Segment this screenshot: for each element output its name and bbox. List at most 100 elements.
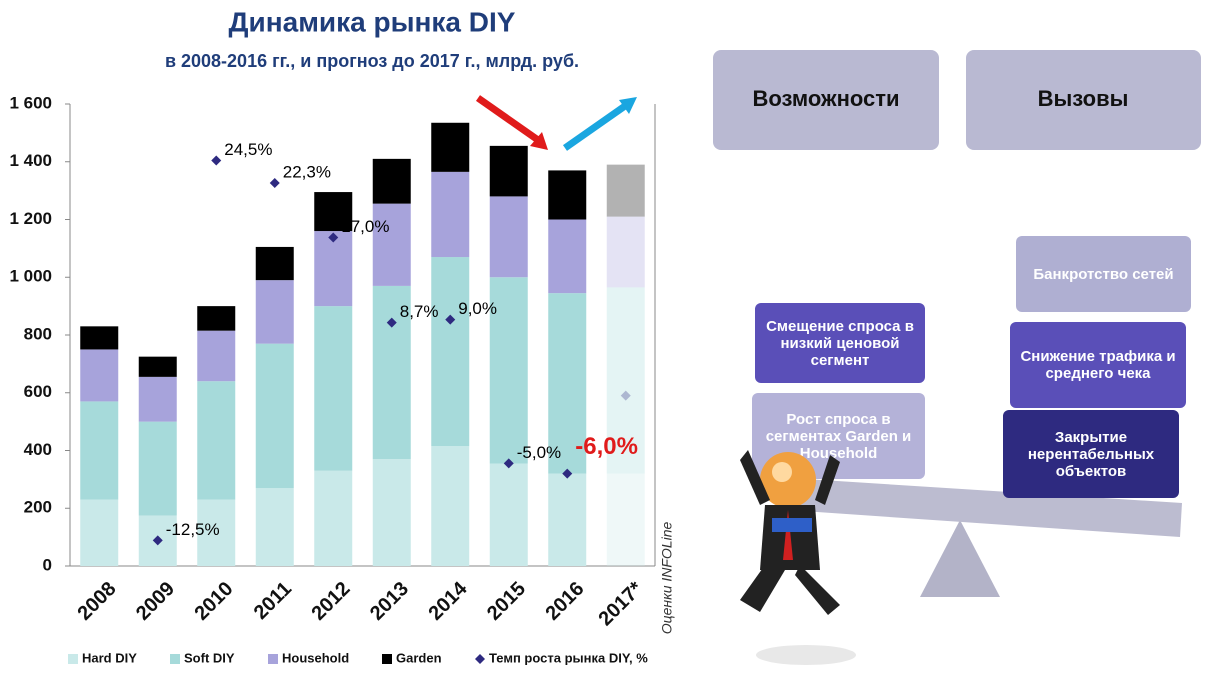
bar-segment <box>489 196 528 278</box>
bar-segment <box>80 326 119 350</box>
y-tick-label: 1 200 <box>9 209 52 228</box>
x-tick-label: 2010 <box>190 578 237 625</box>
trend-arrows <box>475 95 637 151</box>
box-text: Смещение спроса в низкий ценовой сегмент <box>766 317 914 369</box>
bar-segment <box>197 499 236 566</box>
bar-segment <box>197 306 236 331</box>
x-tick-label: 2014 <box>424 577 472 625</box>
y-tick-label: 0 <box>43 555 52 574</box>
bar-segment <box>372 285 411 460</box>
marker <box>211 155 222 166</box>
box-text: Закрытие нерентабельных объектов <box>1027 428 1155 480</box>
bar-segment <box>606 164 645 217</box>
x-tick-label: 2013 <box>366 578 413 625</box>
x-tick-label: 2016 <box>541 578 588 625</box>
bar-segment <box>606 216 645 288</box>
x-tick-label: 2008 <box>73 578 120 625</box>
marker <box>620 390 631 401</box>
challenge-box <box>1010 322 1186 408</box>
marker <box>152 535 163 546</box>
marker <box>328 232 339 243</box>
tab <box>713 50 939 150</box>
y-tick-label: 1 000 <box>9 267 52 286</box>
legend-swatch <box>68 654 78 664</box>
legend-label: Hard DIY <box>82 650 137 665</box>
bar-segment <box>197 381 236 500</box>
bar-segment <box>138 376 177 422</box>
bar-segment <box>255 488 294 566</box>
data-label: -6,0% <box>575 433 638 460</box>
box-text: Рост спроса в сегментах Garden и Househo… <box>765 410 912 462</box>
opportunity-box <box>755 303 925 383</box>
bar-segment <box>431 122 470 172</box>
legend-label: Garden <box>396 650 442 665</box>
bar-segment <box>314 192 353 232</box>
bar-segment <box>548 170 587 220</box>
bar-segment <box>80 349 119 402</box>
data-label: 24,5% <box>224 140 272 159</box>
tab-label: Возможности <box>752 86 899 111</box>
bar-segment <box>314 306 353 471</box>
legend-swatch <box>382 654 392 664</box>
bar-segment <box>489 463 528 566</box>
y-tick-label: 800 <box>24 324 52 343</box>
bar-segment <box>255 280 294 344</box>
bar-segment <box>80 401 119 500</box>
source-note: Оценки INFOLine <box>659 522 675 635</box>
legend-swatch <box>268 654 278 664</box>
bar-segment <box>138 421 177 516</box>
legend-marker <box>475 654 485 664</box>
legend-label: Soft DIY <box>184 650 235 665</box>
x-tick-label: 2015 <box>483 578 530 625</box>
legend-label: Темп роста рынка DIY, % <box>489 650 648 665</box>
marker <box>386 317 397 328</box>
bar-segment <box>548 473 587 566</box>
bar-segment <box>548 219 587 294</box>
challenge-box <box>1016 236 1191 312</box>
x-tick-label: 2012 <box>307 578 354 625</box>
marker <box>503 458 514 469</box>
tab-label: Вызовы <box>1038 86 1129 111</box>
box-text: Банкротство сетей <box>1033 265 1174 283</box>
plank <box>788 478 1182 537</box>
x-tick-label: 2017* <box>594 578 647 631</box>
legend-swatch <box>170 654 180 664</box>
diagram: Возможности Вызовы Смещение спроса в низ… <box>713 50 1201 665</box>
y-tick-label: 1 400 <box>9 151 52 170</box>
data-label: 8,7% <box>400 302 439 321</box>
box-text: Снижение трафика и среднего чека <box>1020 348 1176 382</box>
bar-segment <box>197 330 236 382</box>
bar-segment <box>606 287 645 474</box>
y-tick-label: 1 600 <box>9 93 52 112</box>
y-tick-label: 600 <box>24 382 52 401</box>
bar-segment <box>80 499 119 566</box>
bar-segment <box>431 171 470 258</box>
bar-segment <box>255 246 294 281</box>
data-label: -12,5% <box>166 520 220 539</box>
y-tick-label: 200 <box>24 498 52 517</box>
marker <box>562 468 573 479</box>
bar-segment <box>314 231 353 307</box>
figure <box>740 450 856 665</box>
bar-segment <box>372 158 411 204</box>
fulcrum <box>920 520 1000 597</box>
bar-segment <box>138 356 177 377</box>
bar-segment <box>548 293 587 474</box>
bar-segment <box>255 343 294 489</box>
data-label: -5,0% <box>517 443 561 462</box>
bar-segment <box>372 203 411 286</box>
tab <box>966 50 1201 150</box>
chart-title: Динамика рынка DIY <box>229 6 516 37</box>
bar-segment <box>431 446 470 566</box>
data-label: 17,0% <box>341 217 389 236</box>
bar-segment <box>431 257 470 447</box>
marker <box>445 314 456 325</box>
chart-subtitle: в 2008-2016 гг., и прогноз до 2017 г., м… <box>165 51 579 71</box>
marker <box>269 178 280 189</box>
y-tick-label: 400 <box>24 440 52 459</box>
x-tick-label: 2009 <box>132 578 179 625</box>
legend-label: Household <box>282 650 349 665</box>
bar-segment <box>489 277 528 464</box>
bar-segment <box>314 470 353 566</box>
bar-segment <box>372 459 411 566</box>
